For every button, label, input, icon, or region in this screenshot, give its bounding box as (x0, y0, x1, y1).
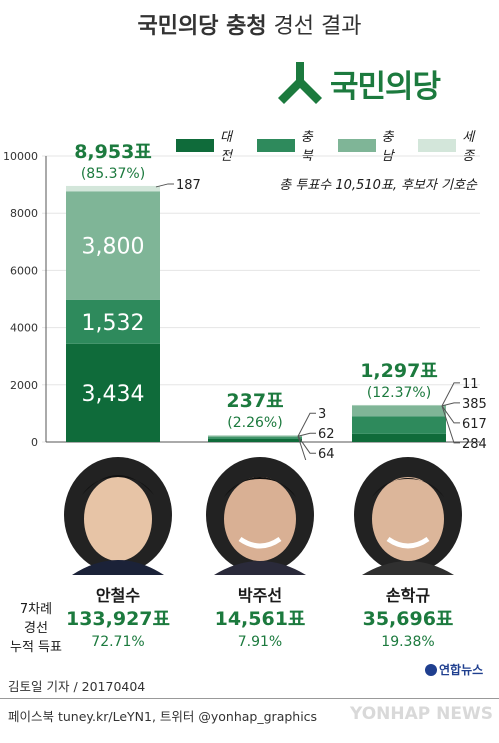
candidate-pct: 7.91% (237, 634, 283, 650)
title-rest: 경선 결과 (266, 14, 362, 39)
bar-segment (208, 437, 302, 439)
party-logo: 국민의당 (276, 60, 441, 106)
side-value-label: 385 (462, 397, 487, 412)
side-value-label: 617 (462, 417, 487, 432)
candidate-name: 안철수 (95, 586, 141, 605)
side-value-label: 64 (318, 447, 335, 460)
yonhap-brand: 연합뉴스 (425, 661, 483, 678)
inner-value-label: 3,434 (82, 382, 145, 407)
total-pct-label: (85.37%) (81, 166, 145, 182)
bar-segment (208, 438, 302, 442)
candidate-votes: 14,561표 (214, 608, 306, 630)
inner-value-label: 1,532 (82, 311, 145, 336)
total-pct-label: (12.37%) (367, 385, 431, 401)
stacked-bar-chart: 0 2000 4000 6000 8000 10000 8,953표 (85.37%) 187 2… (3, 141, 487, 460)
candidate-photo-ahn (64, 457, 172, 575)
leader-line (297, 435, 316, 454)
leader-line (297, 436, 307, 460)
bar-segment (208, 435, 302, 436)
yonhap-logo-icon (425, 664, 437, 676)
total-label: 237표 (226, 390, 283, 412)
leader-line (441, 402, 460, 407)
divider (0, 698, 499, 699)
inner-value-label: 3,800 (82, 235, 145, 260)
legend-swatch (256, 138, 295, 152)
chart-note: 총 투표수 10,510표, 후보자 기호순 (279, 178, 477, 193)
bar-segment (66, 299, 160, 344)
side-value-label: 62 (318, 427, 335, 442)
side-value-label: 11 (462, 377, 479, 392)
candidate-photo-park (206, 457, 314, 575)
total-label: 8,953표 (74, 141, 152, 163)
leader-line (297, 412, 316, 437)
page-title: 국민의당 충청 경선 결과 (0, 8, 499, 40)
total-pct-label: (2.26%) (227, 415, 282, 431)
brand-text: 연합뉴스 (439, 663, 484, 677)
y-tick-label: 0 (31, 436, 38, 449)
candidate-name: 손학규 (385, 586, 431, 605)
bar-segment (352, 405, 446, 417)
side-value-label: 187 (176, 178, 201, 193)
candidate-votes: 35,696표 (362, 608, 454, 630)
total-label: 1,297표 (360, 360, 438, 382)
credit-social: 페이스북 tuney.kr/LeYN1, 트위터 @yonhap_graphic… (8, 709, 318, 724)
leader-line (441, 405, 460, 444)
candidate-pct: 19.38% (381, 634, 435, 650)
logo-text: 국민의당 (330, 68, 441, 105)
credit-reporter: 김토일 기자 / 20170404 (8, 679, 146, 694)
candidate-pct: 72.71% (91, 634, 145, 650)
candidate-name: 박주선 (237, 586, 283, 605)
row-label: 7차례 경선 누적 득표 (10, 600, 62, 657)
bar-segment (352, 433, 446, 442)
leader-line (441, 382, 460, 407)
legend-swatch (176, 138, 215, 152)
y-tick-label: 4000 (10, 322, 38, 335)
bar-segment (66, 343, 160, 442)
leader-line (297, 432, 316, 437)
side-value-label: 284 (462, 437, 487, 452)
leader-line (441, 405, 460, 424)
leader-line (155, 183, 174, 188)
bar-segment (66, 191, 160, 300)
legend-swatch (418, 138, 457, 152)
bar-segment (352, 416, 446, 434)
y-tick-label: 10000 (3, 150, 38, 163)
bar-segment (66, 185, 160, 192)
y-tick-label: 8000 (10, 207, 38, 220)
bar-segment (352, 404, 446, 406)
candidate-votes: 133,927표 (65, 608, 171, 630)
legend-swatch (337, 138, 376, 152)
candidate-photo-sohn (354, 457, 462, 575)
y-tick-label: 6000 (10, 264, 38, 277)
row-label-line: 누적 득표 (10, 640, 62, 655)
side-value-label: 3 (318, 407, 326, 422)
row-label-line: 7차례 (19, 602, 53, 617)
bar-segment (208, 435, 302, 438)
party-logo-icon (278, 62, 322, 104)
y-tick-label: 2000 (10, 379, 38, 392)
row-label-line: 경선 (24, 621, 48, 636)
title-main: 국민의당 충청 (137, 14, 267, 39)
watermark: YONHAP NEWS (350, 704, 493, 724)
